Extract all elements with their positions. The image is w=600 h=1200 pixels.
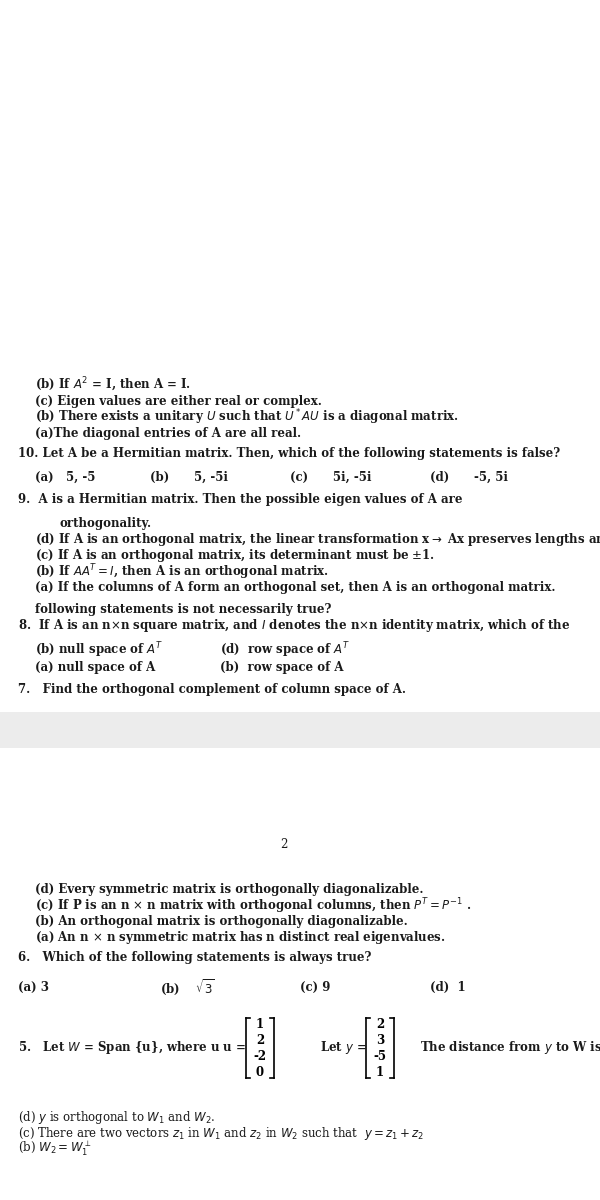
Text: (d) $y$ is orthogonal to $W_1$ and $W_2$.: (d) $y$ is orthogonal to $W_1$ and $W_2$… xyxy=(18,1110,215,1127)
Text: (b) $W_2 = W_1^{\perp}$: (b) $W_2 = W_1^{\perp}$ xyxy=(18,1139,91,1157)
Text: (c)      5i, -5i: (c) 5i, -5i xyxy=(290,470,371,484)
Text: (b) If $A^2$ = I, then A = I.: (b) If $A^2$ = I, then A = I. xyxy=(35,376,191,394)
Text: 2: 2 xyxy=(256,1033,264,1046)
Text: (b) null space of $A^T$: (b) null space of $A^T$ xyxy=(35,641,163,660)
Text: 0: 0 xyxy=(256,1066,264,1079)
Text: (d) Every symmetric matrix is orthogonally diagonalizable.: (d) Every symmetric matrix is orthogonal… xyxy=(35,883,424,896)
Text: (c) Eigen values are either real or complex.: (c) Eigen values are either real or comp… xyxy=(35,395,322,408)
Text: (c) If A is an orthogonal matrix, its determinant must be $\pm$1.: (c) If A is an orthogonal matrix, its de… xyxy=(35,547,435,564)
Text: 10. Let A be a Hermitian matrix. Then, which of the following statements is fals: 10. Let A be a Hermitian matrix. Then, w… xyxy=(18,448,560,461)
Text: 8.  If A is an n$\times$n square matrix, and $I$ denotes the n$\times$n identity: 8. If A is an n$\times$n square matrix, … xyxy=(18,618,570,635)
Text: 5.   Let $W$ = Span {u}, where u u =: 5. Let $W$ = Span {u}, where u u = xyxy=(18,1039,246,1056)
Text: Let $y$ =: Let $y$ = xyxy=(320,1039,367,1056)
Text: orthogonality.: orthogonality. xyxy=(60,517,152,530)
Text: (a) null space of A: (a) null space of A xyxy=(35,660,155,673)
Bar xyxy=(0,712,600,748)
Text: (b) An orthogonal matrix is orthogonally diagonalizable.: (b) An orthogonal matrix is orthogonally… xyxy=(35,916,408,929)
Text: (b)      5, -5i: (b) 5, -5i xyxy=(150,470,228,484)
Text: (b)    $\sqrt{3}$: (b) $\sqrt{3}$ xyxy=(160,977,215,997)
Text: (c) 9: (c) 9 xyxy=(300,980,331,994)
Text: (b) There exists a unitary $U$ such that $U^*AU$ is a diagonal matrix.: (b) There exists a unitary $U$ such that… xyxy=(35,407,459,427)
Text: (a) 3: (a) 3 xyxy=(18,980,49,994)
Text: following statements is not necessarily true?: following statements is not necessarily … xyxy=(35,604,331,617)
Text: 2: 2 xyxy=(280,839,287,852)
Text: (a)   5, -5: (a) 5, -5 xyxy=(35,470,95,484)
Text: (a) An n $\times$ n symmetric matrix has n distinct real eigenvalues.: (a) An n $\times$ n symmetric matrix has… xyxy=(35,930,446,947)
Text: 1: 1 xyxy=(256,1018,264,1031)
Text: (b) If $AA^T = I$, then A is an orthogonal matrix.: (b) If $AA^T = I$, then A is an orthogon… xyxy=(35,562,329,582)
Text: (d)  row space of $A^T$: (d) row space of $A^T$ xyxy=(220,641,350,660)
Text: 7.   Find the orthogonal complement of column space of A.: 7. Find the orthogonal complement of col… xyxy=(18,684,406,696)
Text: 1: 1 xyxy=(376,1066,384,1079)
Text: (b)  row space of A: (b) row space of A xyxy=(220,660,343,673)
Text: (d)      -5, 5i: (d) -5, 5i xyxy=(430,470,508,484)
Text: (c) If P is an n $\times$ n matrix with orthogonal columns, then $P^T = P^{-1}$ : (c) If P is an n $\times$ n matrix with … xyxy=(35,896,471,916)
Text: 9.  A is a Hermitian matrix. Then the possible eigen values of A are: 9. A is a Hermitian matrix. Then the pos… xyxy=(18,493,463,506)
Text: 2: 2 xyxy=(376,1018,384,1031)
Text: (d) If A is an orthogonal matrix, the linear transformation x$\rightarrow$ Ax pr: (d) If A is an orthogonal matrix, the li… xyxy=(35,532,600,548)
Text: The distance from $y$ to W is: The distance from $y$ to W is xyxy=(420,1039,600,1056)
Text: (a) If the columns of A form an orthogonal set, then A is an orthogonal matrix.: (a) If the columns of A form an orthogon… xyxy=(35,582,556,594)
Text: (d)  1: (d) 1 xyxy=(430,980,466,994)
Text: 3: 3 xyxy=(376,1033,384,1046)
Text: -5: -5 xyxy=(373,1050,386,1062)
Text: 6.   Which of the following statements is always true?: 6. Which of the following statements is … xyxy=(18,952,371,965)
Text: (c) There are two vectors $z_1$ in $W_1$ and $z_2$ in $W_2$ such that  $y = z_1 : (c) There are two vectors $z_1$ in $W_1$… xyxy=(18,1124,424,1141)
Text: (a)The diagonal entries of A are all real.: (a)The diagonal entries of A are all rea… xyxy=(35,426,301,439)
Text: -2: -2 xyxy=(253,1050,266,1062)
